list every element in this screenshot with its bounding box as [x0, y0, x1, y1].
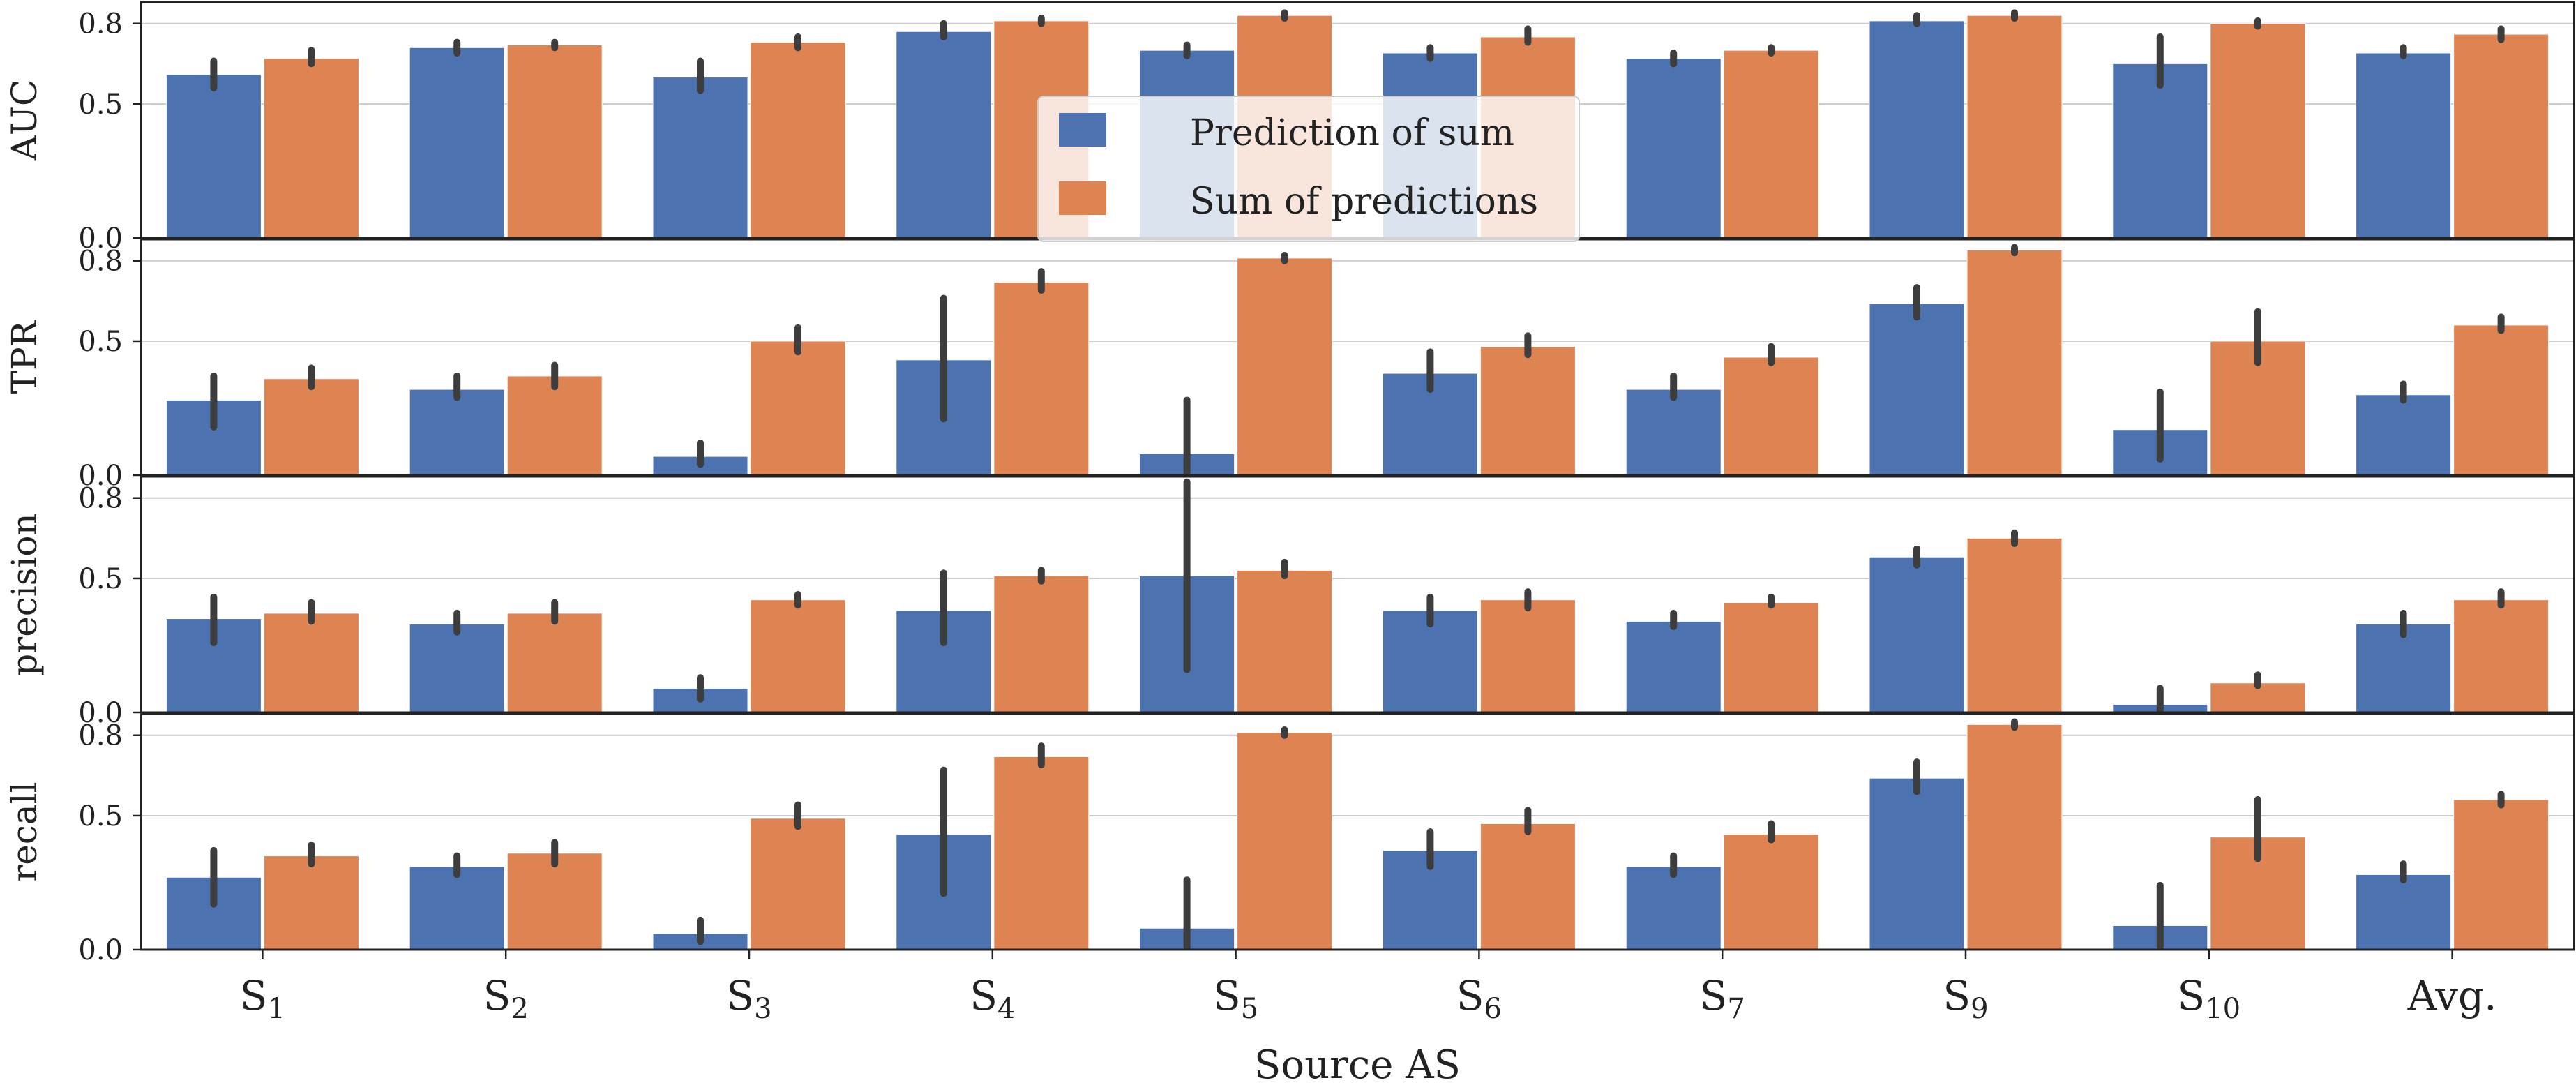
- legend-frame: [1037, 96, 1580, 242]
- bar-auc-sum-of-predictions-s9: [1966, 15, 2063, 239]
- y-axis-label-auc: AUC: [4, 80, 45, 162]
- panel-background: [141, 477, 2574, 712]
- x-tick-label-avg: Avg.: [2407, 972, 2497, 1019]
- x-tick-label-s6: S6: [1456, 972, 1502, 1025]
- bar-auc-sum-of-predictions-s3: [750, 42, 846, 239]
- legend-swatch-prediction-of-sum: [1059, 113, 1106, 147]
- bar-precision-sum-of-predictions-s6: [1479, 599, 1576, 713]
- panel-background: [141, 239, 2574, 475]
- bar-recall-sum-of-predictions-s9: [1966, 724, 2063, 950]
- bar-precision-prediction-of-sum-s9: [1869, 556, 1965, 713]
- bar-tpr-sum-of-predictions-s7: [1723, 357, 1819, 476]
- panels-layer: 0.0 0.5 0.8 AUC 0.0 0.5 0.8 TPR 0.0 0.5 0.8 precisi…: [4, 1, 2575, 966]
- bar-recall-sum-of-predictions-s6: [1479, 823, 1576, 950]
- x-tick-label-s1: S1: [240, 972, 285, 1025]
- bar-recall-sum-of-predictions-s5: [1237, 732, 1333, 950]
- bar-tpr-sum-of-predictions-s2: [506, 375, 603, 476]
- bar-auc-prediction-of-sum-s1: [165, 74, 262, 239]
- x-axis-title: Source AS: [1254, 1042, 1461, 1088]
- bar-auc-prediction-of-sum-s4: [896, 31, 992, 239]
- x-tick-label-s10: S10: [2177, 972, 2240, 1025]
- bar-precision-sum-of-predictions-s5: [1237, 569, 1333, 713]
- bar-precision-sum-of-predictions-s9: [1966, 537, 2063, 713]
- bar-recall-prediction-of-sum-s2: [409, 866, 505, 950]
- bar-precision-sum-of-predictions-s2: [506, 613, 603, 713]
- bar-recall-sum-of-predictions-s1: [263, 855, 359, 950]
- bar-tpr-sum-of-predictions-s9: [1966, 249, 2063, 476]
- bar-tpr-sum-of-predictions-avg: [2453, 324, 2549, 476]
- bar-precision-sum-of-predictions-s3: [750, 599, 846, 713]
- y-tick-label: 0.8: [78, 483, 123, 515]
- bar-tpr-sum-of-predictions-s5: [1237, 257, 1333, 476]
- bar-tpr-sum-of-predictions-s1: [263, 378, 359, 476]
- panel-background: [141, 714, 2574, 950]
- legend-swatch-sum-of-predictions: [1059, 181, 1106, 215]
- y-axis-label-precision: precision: [4, 513, 45, 675]
- bar-recall-sum-of-predictions-s2: [506, 853, 603, 950]
- bar-auc-sum-of-predictions-s10: [2210, 23, 2306, 239]
- x-tick-label-s3: S3: [726, 972, 771, 1025]
- x-tick-label-s5: S5: [1213, 972, 1258, 1025]
- bar-auc-sum-of-predictions-s2: [506, 44, 603, 239]
- y-tick-label: 0.8: [78, 8, 123, 40]
- bar-auc-prediction-of-sum-s3: [652, 77, 748, 239]
- panel-frame: [140, 475, 2575, 714]
- panel-precision: 0.0 0.5 0.8 precision: [4, 475, 2575, 729]
- bar-auc-sum-of-predictions-avg: [2453, 33, 2549, 239]
- y-tick-label: 0.8: [78, 246, 123, 278]
- x-tick-label-s9: S9: [1943, 972, 1988, 1025]
- panel-recall: 0.0 0.5 0.8 recall: [4, 712, 2575, 966]
- y-tick-label: 0.0: [78, 223, 123, 255]
- bar-recall-sum-of-predictions-s3: [750, 818, 846, 950]
- y-tick-label: 0.5: [78, 563, 123, 595]
- bar-precision-prediction-of-sum-avg: [2356, 623, 2452, 713]
- x-axis: S1 S2 S3 S4 S5 S6 S7 S9 S10 Avg.: [240, 950, 2497, 1025]
- legend-label-sum-of-predictions: Sum of predictions: [1190, 181, 1538, 223]
- bar-tpr-sum-of-predictions-s6: [1479, 346, 1576, 476]
- y-tick-label: 0.5: [78, 326, 123, 358]
- bar-auc-sum-of-predictions-s1: [263, 58, 359, 239]
- bar-precision-sum-of-predictions-s7: [1723, 602, 1819, 713]
- bar-auc-prediction-of-sum-s2: [409, 47, 505, 239]
- y-axis-label-recall: recall: [4, 781, 45, 881]
- bar-tpr-prediction-of-sum-s7: [1625, 389, 1722, 476]
- bar-auc-sum-of-predictions-s7: [1723, 50, 1819, 239]
- bar-auc-prediction-of-sum-s9: [1869, 20, 1965, 239]
- y-tick-label: 0.5: [78, 89, 123, 121]
- y-tick-label: 0.8: [78, 720, 123, 752]
- bar-precision-sum-of-predictions-avg: [2453, 599, 2549, 713]
- bar-recall-prediction-of-sum-s9: [1869, 777, 1965, 950]
- y-tick-label: 0.5: [78, 800, 123, 832]
- x-tick-label-s4: S4: [970, 972, 1015, 1025]
- bar-tpr-prediction-of-sum-avg: [2356, 394, 2452, 476]
- bar-recall-prediction-of-sum-avg: [2356, 874, 2452, 950]
- bar-tpr-sum-of-predictions-s3: [750, 341, 846, 476]
- bar-recall-sum-of-predictions-avg: [2453, 799, 2549, 950]
- y-axis-label-tpr: TPR: [4, 320, 45, 394]
- y-tick-label: 0.0: [78, 934, 123, 966]
- x-tick-label-s2: S2: [483, 972, 529, 1025]
- bar-tpr-prediction-of-sum-s2: [409, 389, 505, 476]
- bar-precision-prediction-of-sum-s2: [409, 623, 505, 713]
- bar-precision-sum-of-predictions-s1: [263, 613, 359, 713]
- bar-auc-prediction-of-sum-s10: [2112, 63, 2208, 239]
- bar-recall-sum-of-predictions-s7: [1723, 834, 1819, 950]
- legend-label-prediction-of-sum: Prediction of sum: [1190, 112, 1514, 154]
- legend: Prediction of sum Sum of predictions: [1037, 96, 1580, 242]
- bar-tpr-sum-of-predictions-s4: [993, 281, 1090, 476]
- bar-precision-prediction-of-sum-s6: [1382, 610, 1478, 713]
- y-tick-label: 0.0: [78, 697, 123, 729]
- y-tick-label: 0.0: [78, 460, 123, 492]
- bar-auc-prediction-of-sum-s7: [1625, 58, 1722, 239]
- bar-auc-prediction-of-sum-avg: [2356, 52, 2452, 239]
- bar-tpr-prediction-of-sum-s9: [1869, 303, 1965, 476]
- bar-precision-prediction-of-sum-s7: [1625, 620, 1722, 713]
- bar-recall-sum-of-predictions-s4: [993, 756, 1090, 950]
- panel-frame: [140, 712, 2575, 951]
- bar-recall-prediction-of-sum-s7: [1625, 866, 1722, 950]
- bar-precision-sum-of-predictions-s4: [993, 575, 1090, 713]
- panel-tpr: 0.0 0.5 0.8 TPR: [4, 238, 2575, 492]
- x-tick-label-s7: S7: [1700, 972, 1745, 1025]
